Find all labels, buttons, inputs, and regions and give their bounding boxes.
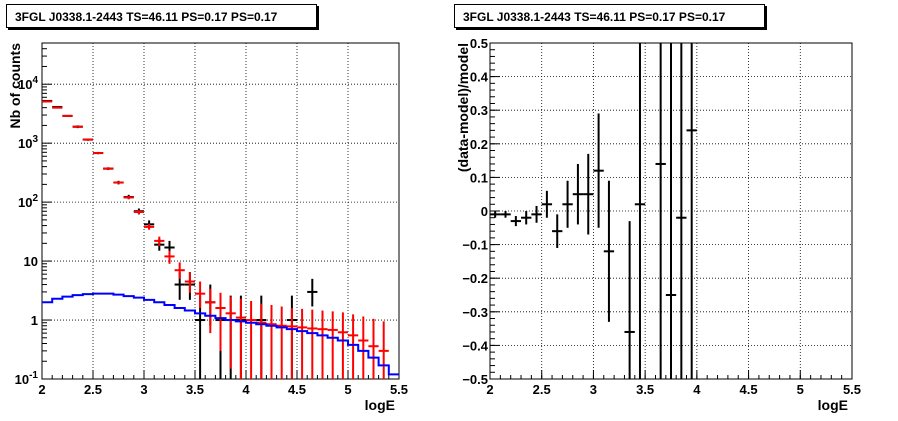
left-x-tick-label: 2: [38, 382, 45, 397]
left-y-tick-label: 103: [18, 134, 38, 151]
right-x-tick-label: 5: [797, 382, 804, 397]
right-y-tick-label: 0.5: [470, 36, 488, 51]
source-model-step-line: [42, 292, 399, 376]
left-y-axis-label: Nb of counts: [7, 43, 23, 129]
right-y-tick-label: 0.1: [470, 170, 488, 185]
right-y-tick-label: 0.4: [470, 70, 489, 85]
left-x-tick-label: 2.5: [84, 382, 102, 397]
left-y-tick-label: 104: [18, 75, 38, 92]
right-y-tick-label: 0.2: [470, 137, 488, 152]
left-series-model: [42, 100, 389, 379]
left-series-source: [42, 292, 399, 376]
right-x-tick-label: 2.5: [533, 382, 551, 397]
left-y-tick-label: 10-1: [15, 370, 39, 387]
left-x-tick-label: 4: [242, 382, 250, 397]
right-x-tick-label: 2: [486, 382, 493, 397]
left-y-tick-label: 1: [31, 313, 38, 328]
left-x-tick-label: 3: [140, 382, 147, 397]
right-y-tick-label: −0.4: [462, 338, 488, 353]
right-chart-title: 3FGL J0338.1-2443 TS=46.11 PS=0.17 PS=0.…: [454, 4, 765, 28]
right-x-tick-label: 3: [590, 382, 597, 397]
right-x-axis-label: logE: [818, 397, 848, 413]
right-x-tick-label: 3.5: [636, 382, 654, 397]
left-y-tick-label: 102: [18, 193, 38, 210]
right-y-axis-label: (data-model)/model: [455, 43, 471, 172]
right-y-tick-label: −0.2: [462, 271, 488, 286]
right-x-tick-label: 5.5: [843, 382, 861, 397]
right-y-tick-label: −0.3: [462, 305, 488, 320]
left-x-axis-label: logE: [365, 397, 395, 413]
left-x-tick-label: 5.5: [390, 382, 408, 397]
left-x-tick-label: 4.5: [288, 382, 306, 397]
right-series-residuals: [490, 43, 697, 379]
left-y-tick-label: 10: [24, 254, 38, 269]
right-y-tick-label: −0.5: [462, 372, 488, 387]
right-x-tick-label: 4: [693, 382, 701, 397]
left-x-tick-label: 5: [344, 382, 351, 397]
right-y-tick-label: 0.3: [470, 103, 488, 118]
left-x-tick-label: 3.5: [186, 382, 204, 397]
right-y-tick-label: 0: [481, 204, 488, 219]
right-y-tick-label: −0.1: [462, 238, 488, 253]
right-x-tick-label: 4.5: [740, 382, 758, 397]
left-chart-title: 3FGL J0338.1-2443 TS=46.11 PS=0.17 PS=0.…: [6, 4, 317, 28]
